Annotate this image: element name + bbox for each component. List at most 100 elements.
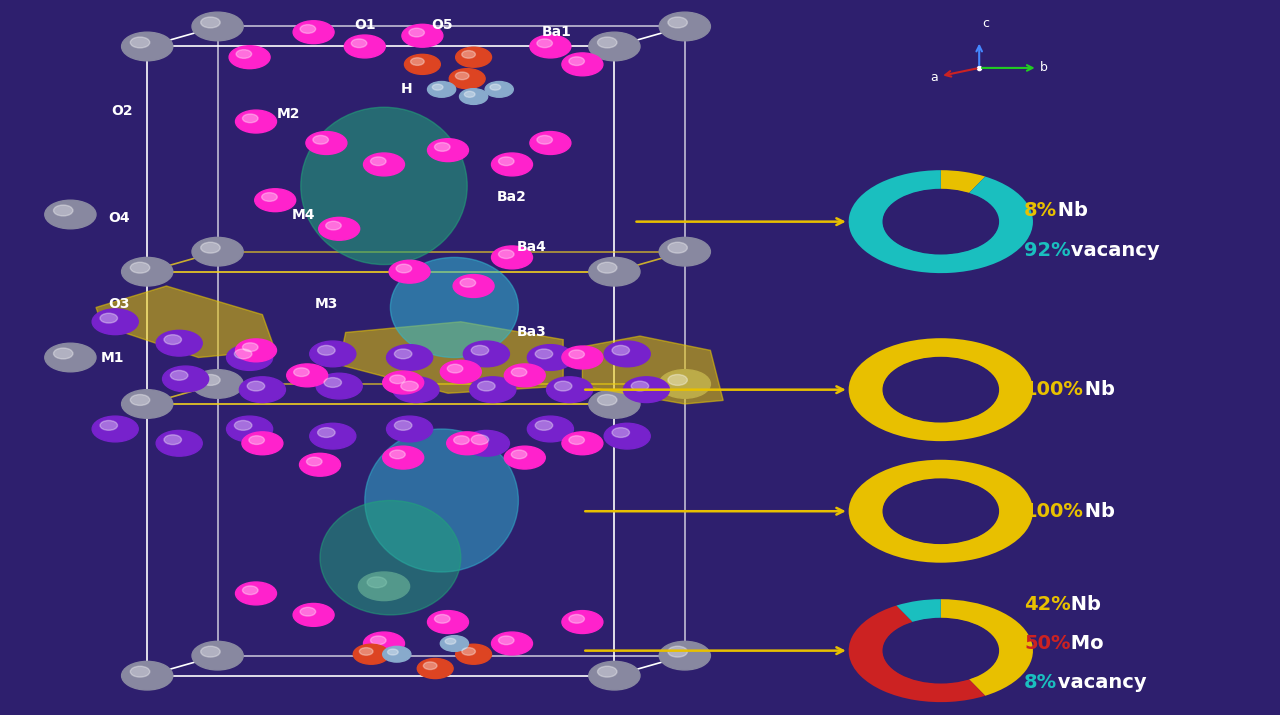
- Ellipse shape: [365, 429, 518, 572]
- Circle shape: [306, 457, 323, 466]
- Circle shape: [300, 453, 340, 476]
- Text: 92%: 92%: [1024, 241, 1070, 260]
- Circle shape: [387, 416, 433, 442]
- Circle shape: [477, 381, 495, 391]
- Circle shape: [312, 135, 329, 144]
- Circle shape: [242, 432, 283, 455]
- Circle shape: [492, 632, 532, 655]
- Circle shape: [447, 432, 488, 455]
- Circle shape: [317, 345, 335, 355]
- Text: M1: M1: [101, 350, 124, 365]
- Circle shape: [353, 644, 389, 664]
- Circle shape: [164, 435, 182, 445]
- Circle shape: [527, 416, 573, 442]
- Circle shape: [492, 153, 532, 176]
- Circle shape: [317, 428, 335, 438]
- Circle shape: [344, 35, 385, 58]
- Circle shape: [393, 377, 439, 403]
- Circle shape: [612, 345, 630, 355]
- Circle shape: [131, 37, 150, 48]
- Circle shape: [498, 250, 515, 259]
- Circle shape: [440, 636, 468, 651]
- Circle shape: [428, 139, 468, 162]
- Circle shape: [370, 636, 387, 645]
- Text: H: H: [401, 82, 413, 97]
- Circle shape: [293, 21, 334, 44]
- Text: Nb: Nb: [1065, 595, 1101, 613]
- Circle shape: [201, 646, 220, 657]
- Circle shape: [316, 373, 362, 399]
- Circle shape: [242, 114, 259, 123]
- Circle shape: [465, 92, 475, 97]
- Text: vacancy: vacancy: [1051, 674, 1147, 692]
- Text: b: b: [1039, 61, 1048, 74]
- Circle shape: [192, 237, 243, 266]
- Circle shape: [389, 375, 406, 384]
- Circle shape: [504, 446, 545, 469]
- Circle shape: [530, 35, 571, 58]
- Circle shape: [453, 275, 494, 297]
- Circle shape: [170, 370, 188, 380]
- Text: Ba3: Ba3: [516, 325, 547, 340]
- Circle shape: [131, 262, 150, 273]
- Circle shape: [364, 153, 404, 176]
- Circle shape: [589, 661, 640, 690]
- Circle shape: [568, 350, 585, 359]
- Circle shape: [229, 46, 270, 69]
- Circle shape: [388, 649, 398, 655]
- Circle shape: [100, 420, 118, 430]
- Circle shape: [54, 205, 73, 216]
- Circle shape: [300, 24, 316, 34]
- Text: vacancy: vacancy: [1065, 241, 1160, 260]
- Circle shape: [247, 381, 265, 391]
- Text: 42%: 42%: [1024, 595, 1071, 613]
- Circle shape: [324, 378, 342, 388]
- Circle shape: [598, 666, 617, 677]
- Circle shape: [310, 341, 356, 367]
- Wedge shape: [941, 170, 986, 194]
- Circle shape: [122, 32, 173, 61]
- Circle shape: [598, 262, 617, 273]
- Circle shape: [383, 446, 424, 469]
- Circle shape: [568, 614, 585, 623]
- Circle shape: [535, 420, 553, 430]
- Circle shape: [287, 364, 328, 387]
- Circle shape: [562, 53, 603, 76]
- Text: 50%: 50%: [1024, 634, 1070, 653]
- Circle shape: [428, 611, 468, 633]
- Text: M2: M2: [276, 107, 300, 122]
- Circle shape: [248, 435, 265, 445]
- Circle shape: [598, 395, 617, 405]
- Polygon shape: [96, 286, 275, 358]
- Circle shape: [447, 364, 463, 373]
- Circle shape: [242, 586, 259, 595]
- Ellipse shape: [301, 107, 467, 265]
- Circle shape: [383, 646, 411, 662]
- Text: O3: O3: [109, 297, 129, 311]
- Circle shape: [668, 375, 687, 385]
- Circle shape: [131, 666, 150, 677]
- Circle shape: [389, 450, 406, 459]
- Circle shape: [394, 420, 412, 430]
- Polygon shape: [339, 322, 563, 393]
- Text: Ba4: Ba4: [516, 240, 547, 254]
- Text: 8%: 8%: [1024, 674, 1057, 692]
- Circle shape: [883, 189, 998, 254]
- Circle shape: [456, 72, 468, 79]
- Circle shape: [227, 345, 273, 370]
- Text: a: a: [931, 71, 938, 84]
- Circle shape: [100, 313, 118, 323]
- Circle shape: [54, 348, 73, 359]
- Circle shape: [122, 390, 173, 418]
- Circle shape: [589, 32, 640, 61]
- Ellipse shape: [390, 257, 518, 358]
- Circle shape: [604, 341, 650, 367]
- Circle shape: [163, 366, 209, 392]
- Circle shape: [456, 47, 492, 67]
- Circle shape: [201, 242, 220, 253]
- Wedge shape: [849, 338, 1033, 441]
- Circle shape: [131, 395, 150, 405]
- Circle shape: [360, 648, 372, 655]
- Circle shape: [383, 371, 424, 394]
- Circle shape: [883, 358, 998, 422]
